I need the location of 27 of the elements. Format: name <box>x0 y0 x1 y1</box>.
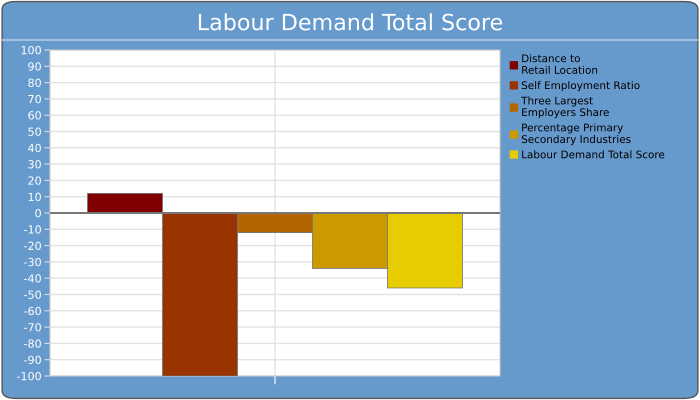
y-tick-label: -10 <box>24 225 41 234</box>
y-tick-label: 30 <box>28 160 41 168</box>
y-tick-label: -90 <box>24 356 41 364</box>
y-tick-label: 100 <box>22 46 41 54</box>
y-tick-label: 20 <box>28 176 41 185</box>
y-tick-label: -80 <box>24 339 41 348</box>
y-tick-label: 50 <box>28 127 41 136</box>
y-tick-label: 0 <box>35 208 41 218</box>
y-tick-label: 70 <box>28 94 41 104</box>
y-tick-label: 40 <box>28 144 41 152</box>
y-tick-label: -100 <box>16 372 41 380</box>
legend-label: Three Largest Employers Share <box>521 96 609 118</box>
y-tick-label: -30 <box>24 258 41 266</box>
legend-label: Labour Demand Total Score <box>522 150 664 158</box>
y-tick-label: 10 <box>28 192 41 202</box>
y-tick-label: -70 <box>24 323 41 332</box>
legend-label: Self Employment Ratio <box>522 81 640 92</box>
y-tick-label: 80 <box>28 78 41 87</box>
y-tick-label: -50 <box>24 290 41 299</box>
y-tick-label: -60 <box>24 306 41 316</box>
y-tick-label: 90 <box>28 62 41 71</box>
y-tick-label: 60 <box>28 111 41 120</box>
chart-title: Labour Demand Total Score <box>198 13 502 30</box>
legend-label: Percentage Primary Secondary Industries <box>522 123 631 146</box>
legend-label: Distance to Retail Location <box>522 54 598 74</box>
y-tick-label: -40 <box>24 274 41 283</box>
y-tick-label: -20 <box>24 242 41 250</box>
